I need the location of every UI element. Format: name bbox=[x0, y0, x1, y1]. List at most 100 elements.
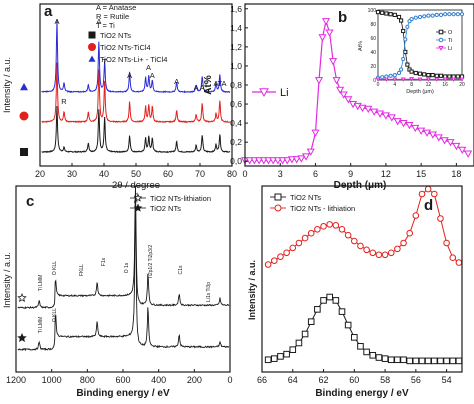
xps-point bbox=[394, 245, 401, 253]
inset-x-tick-label: 12 bbox=[426, 82, 432, 88]
peak-annotation: F1s bbox=[101, 257, 107, 266]
li-profile-point bbox=[297, 155, 306, 163]
peak-annotation: Ti LMM bbox=[38, 275, 44, 291]
li-profile-point bbox=[318, 34, 327, 42]
xps-point bbox=[387, 249, 395, 257]
inset-point bbox=[455, 74, 460, 79]
xps-point bbox=[400, 356, 407, 364]
peak-annotation: A bbox=[174, 77, 179, 86]
xps-point bbox=[418, 357, 426, 365]
inset-x-tick-label: 16 bbox=[442, 82, 448, 88]
li-profile-point bbox=[381, 112, 390, 120]
inset-point bbox=[380, 75, 385, 80]
inset-point bbox=[426, 13, 431, 18]
xrd-line-0 bbox=[41, 106, 231, 154]
li-profile-point bbox=[311, 129, 320, 137]
xps-point bbox=[418, 190, 426, 198]
xps-point bbox=[314, 306, 321, 313]
peak-annotation: Li1s Ti3p bbox=[206, 282, 212, 302]
li-profile-point bbox=[422, 129, 432, 137]
inset-point bbox=[396, 14, 402, 20]
xrd-line-1 bbox=[41, 62, 231, 124]
x-tick-label: 40 bbox=[99, 169, 109, 179]
inset-point bbox=[392, 12, 397, 18]
peak-annotation: T bbox=[218, 79, 223, 88]
inset-legend-label: Ti bbox=[448, 38, 452, 44]
li-profile-point bbox=[302, 153, 311, 161]
legend-label: TiO2 NTs bbox=[150, 204, 181, 213]
xps-point bbox=[277, 253, 284, 261]
xps-point bbox=[307, 229, 315, 237]
inset-point bbox=[409, 17, 414, 22]
inset-point bbox=[426, 73, 431, 78]
legend-marker bbox=[88, 31, 96, 39]
x-tick-label: 60 bbox=[163, 169, 173, 179]
xps-point bbox=[326, 221, 333, 228]
xps-point bbox=[424, 185, 432, 193]
inset-x-tick-label: 20 bbox=[459, 82, 465, 88]
xps-point bbox=[375, 354, 383, 361]
xps-point bbox=[455, 357, 463, 365]
y-tick-label: 0,0 bbox=[230, 156, 242, 166]
li-profile-point bbox=[458, 146, 467, 155]
legend-label: TiO2 NTs-Li+ - TiCl4 bbox=[100, 55, 167, 64]
inset-x-label: Depth (μm) bbox=[406, 89, 434, 95]
xps-point bbox=[271, 355, 278, 362]
li-profile-point bbox=[376, 110, 385, 118]
inset-point bbox=[405, 62, 410, 67]
legend-label: TiO2 NTs bbox=[100, 31, 131, 40]
li-profile-point bbox=[283, 157, 292, 165]
y-tick-label: 1,0 bbox=[230, 61, 242, 71]
inset-point bbox=[401, 28, 406, 34]
inset-point bbox=[409, 77, 415, 82]
panel-letter: b bbox=[338, 9, 347, 26]
peak-annotation: O KLL bbox=[52, 308, 58, 322]
xps-point bbox=[443, 239, 450, 247]
y-tick-label: 1,6 bbox=[230, 4, 242, 14]
legend-label: TiO2 NTs - lithiation bbox=[290, 204, 355, 213]
peak-annotation: A bbox=[54, 17, 59, 26]
xps-point bbox=[295, 339, 303, 347]
xps-point bbox=[449, 254, 457, 262]
inset-point bbox=[447, 74, 452, 79]
xps-point bbox=[394, 356, 401, 364]
li-profile-point bbox=[452, 142, 461, 151]
xps-point bbox=[375, 251, 383, 259]
li-profile-point bbox=[364, 105, 373, 114]
li-profile-point bbox=[464, 150, 473, 158]
x-tick-label: 0 bbox=[227, 375, 232, 385]
x-tick-label: 400 bbox=[151, 375, 166, 385]
li-profile-point bbox=[405, 121, 414, 130]
x-tick-label: 58 bbox=[380, 375, 390, 385]
y-tick-label: 0,6 bbox=[230, 99, 242, 109]
xps-point bbox=[283, 350, 290, 358]
panel-d-frame bbox=[261, 185, 463, 373]
xps-point bbox=[332, 222, 340, 229]
curve-end-marker bbox=[17, 333, 27, 343]
xps-point bbox=[455, 259, 463, 266]
inset-point bbox=[430, 73, 435, 78]
panel-b: 0,0 0,2 0,4 0,6 0,8 1,0 1,2 1,4 1,6 0 3 6 9 12 15 18 Dep… bbox=[203, 4, 473, 191]
x-tick-label: 60 bbox=[349, 375, 359, 385]
x-tick-label: 15 bbox=[416, 169, 426, 179]
x-tick-label: 0 bbox=[242, 169, 247, 179]
legend-marker bbox=[133, 203, 143, 212]
xps-point bbox=[314, 225, 321, 233]
li-profile-point bbox=[306, 148, 315, 156]
li-profile-point bbox=[278, 157, 287, 165]
inset-point bbox=[459, 77, 465, 82]
x-tick-label: 62 bbox=[319, 375, 329, 385]
inset-legend-marker bbox=[438, 37, 444, 43]
xps-point bbox=[400, 239, 407, 247]
curve-end-marker bbox=[19, 111, 29, 121]
li-profile-point bbox=[344, 96, 353, 104]
panel-c-frame bbox=[15, 185, 231, 373]
xps-point bbox=[424, 357, 432, 365]
x-axis-label: Binding energy / eV bbox=[315, 388, 409, 399]
peak-annotation: C1s bbox=[178, 265, 184, 274]
inset-point bbox=[396, 70, 402, 76]
inset-point bbox=[392, 73, 397, 78]
y-tick-label: 0,4 bbox=[230, 118, 242, 128]
panel-a-frame bbox=[39, 3, 233, 167]
inset-point bbox=[399, 18, 404, 23]
